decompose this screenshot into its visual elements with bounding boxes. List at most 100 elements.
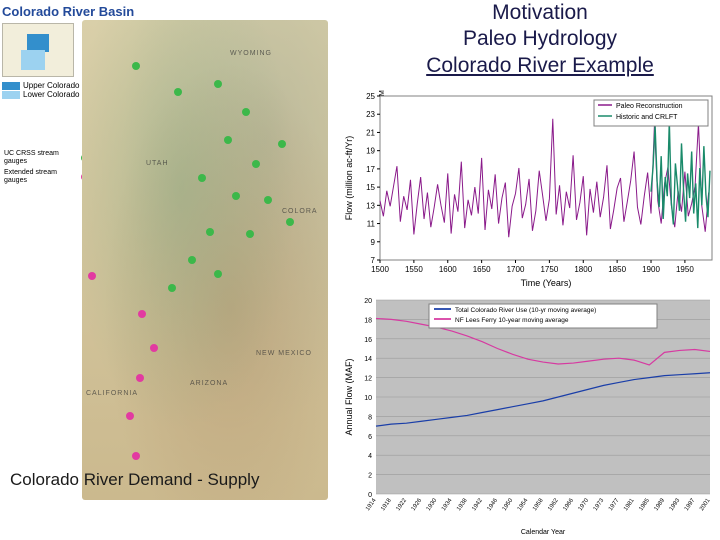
uc-gauge-label: UC CRSS stream gauges	[4, 150, 78, 167]
gauge-marker	[132, 62, 140, 70]
map-heading: Colorado River Basin	[2, 4, 332, 19]
svg-text:Annual Flow (MAF): Annual Flow (MAF)	[344, 358, 354, 435]
svg-text:13: 13	[366, 201, 375, 210]
svg-text:19: 19	[366, 147, 375, 156]
svg-text:1918: 1918	[380, 497, 393, 512]
svg-text:17: 17	[366, 165, 375, 174]
gauge-marker	[264, 196, 272, 204]
svg-text:6: 6	[368, 434, 372, 441]
svg-text:20: 20	[364, 298, 372, 305]
svg-text:1962: 1962	[547, 497, 560, 512]
gauge-marker	[224, 136, 232, 144]
svg-text:1922: 1922	[395, 497, 408, 512]
gauge-marker	[136, 374, 144, 382]
svg-text:1800: 1800	[574, 265, 592, 274]
svg-text:15: 15	[366, 183, 375, 192]
state-label: NEW MEXICO	[256, 350, 312, 357]
svg-text:Historic and CRLFT: Historic and CRLFT	[616, 114, 678, 121]
svg-text:23: 23	[366, 110, 375, 119]
svg-text:1973: 1973	[593, 497, 606, 512]
svg-text:1926: 1926	[411, 497, 424, 512]
svg-text:1950: 1950	[676, 265, 694, 274]
state-label: UTAH	[146, 160, 169, 167]
svg-text:1958: 1958	[532, 497, 545, 512]
svg-text:2001: 2001	[699, 497, 712, 512]
svg-text:8: 8	[368, 414, 372, 421]
svg-text:21: 21	[366, 128, 375, 137]
svg-text:1550: 1550	[405, 265, 423, 274]
svg-text:1700: 1700	[507, 265, 525, 274]
gauge-marker	[242, 108, 250, 116]
svg-text:1954: 1954	[517, 497, 530, 512]
gauge-marker	[214, 270, 222, 278]
svg-text:1950: 1950	[502, 497, 515, 512]
svg-text:1989: 1989	[654, 497, 667, 512]
gauge-marker	[174, 88, 182, 96]
svg-text:16: 16	[364, 337, 372, 344]
gauge-marker	[214, 80, 222, 88]
svg-text:2: 2	[368, 473, 372, 480]
svg-text:Calendar Year: Calendar Year	[521, 529, 566, 536]
title-line1: Motivation	[360, 0, 720, 26]
svg-text:Millions: Millions	[379, 90, 386, 96]
svg-text:1850: 1850	[608, 265, 626, 274]
upper-swatch	[2, 82, 20, 90]
svg-text:1993: 1993	[669, 497, 682, 512]
gauge-marker	[126, 412, 134, 420]
lower-swatch	[2, 91, 20, 99]
svg-text:Paleo Reconstruction: Paleo Reconstruction	[616, 103, 683, 110]
svg-text:1985: 1985	[638, 497, 651, 512]
gauge-legend: UC CRSS stream gauges Extended stream ga…	[4, 150, 89, 188]
gauge-marker	[232, 192, 240, 200]
state-label: COLORA	[282, 208, 318, 215]
gauge-marker	[252, 160, 260, 168]
paleo-flow-chart: 7 9 11 13 15 17 19 21 23 25 1500 1550 1600 1650 1700 17…	[342, 90, 716, 290]
page-title: Motivation Paleo Hydrology Colorado Rive…	[360, 0, 720, 79]
gauge-marker	[138, 310, 146, 318]
svg-text:1997: 1997	[684, 497, 697, 512]
svg-text:1946: 1946	[487, 497, 500, 512]
svg-text:1900: 1900	[642, 265, 660, 274]
gauge-marker	[278, 140, 286, 148]
map-panel: Colorado River Basin Upper Colorado Rive…	[2, 4, 332, 514]
svg-text:1970: 1970	[578, 497, 591, 512]
svg-text:Flow (million ac-ft/Yr): Flow (million ac-ft/Yr)	[344, 136, 354, 221]
gauge-marker	[150, 344, 158, 352]
gauge-marker	[188, 256, 196, 264]
demand-supply-caption: Colorado River Demand - Supply	[10, 470, 320, 490]
svg-text:Time (Years): Time (Years)	[521, 278, 572, 288]
svg-text:Total Colorado River Use (10-y: Total Colorado River Use (10-yr moving a…	[455, 307, 596, 314]
svg-text:10: 10	[364, 395, 372, 402]
title-line3: Colorado River Example	[360, 53, 720, 79]
svg-text:9: 9	[371, 238, 376, 247]
svg-text:14: 14	[364, 356, 372, 363]
svg-text:12: 12	[364, 376, 372, 383]
svg-text:1938: 1938	[456, 497, 469, 512]
svg-text:11: 11	[367, 220, 376, 229]
gauge-marker	[198, 174, 206, 182]
state-label: WYOMING	[230, 50, 272, 57]
svg-text:1750: 1750	[540, 265, 558, 274]
svg-text:1930: 1930	[426, 497, 439, 512]
svg-text:NF Lees Ferry 10-year moving a: NF Lees Ferry 10-year moving average	[455, 317, 569, 324]
svg-text:1600: 1600	[439, 265, 457, 274]
svg-text:7: 7	[371, 256, 376, 265]
svg-text:18: 18	[364, 317, 372, 324]
svg-text:1942: 1942	[471, 497, 484, 512]
demand-supply-chart: 0246810121416182019141918192219261930193…	[342, 296, 716, 536]
svg-text:1934: 1934	[441, 497, 454, 512]
svg-text:1977: 1977	[608, 497, 621, 512]
gauge-marker	[246, 230, 254, 238]
state-label: ARIZONA	[190, 380, 228, 387]
state-label: CALIFORNIA	[86, 390, 138, 397]
svg-text:25: 25	[366, 92, 375, 101]
svg-text:1500: 1500	[371, 265, 389, 274]
gauge-marker	[286, 218, 294, 226]
gauge-marker	[88, 272, 96, 280]
mini-inset-map	[2, 23, 74, 77]
svg-text:1981: 1981	[623, 497, 636, 512]
gauge-marker	[168, 284, 176, 292]
relief-map: WYOMING UTAH COLORA NEW MEXICO CALIFORNIA ARI…	[82, 20, 328, 500]
svg-text:1650: 1650	[473, 265, 491, 274]
svg-text:1914: 1914	[365, 497, 378, 512]
